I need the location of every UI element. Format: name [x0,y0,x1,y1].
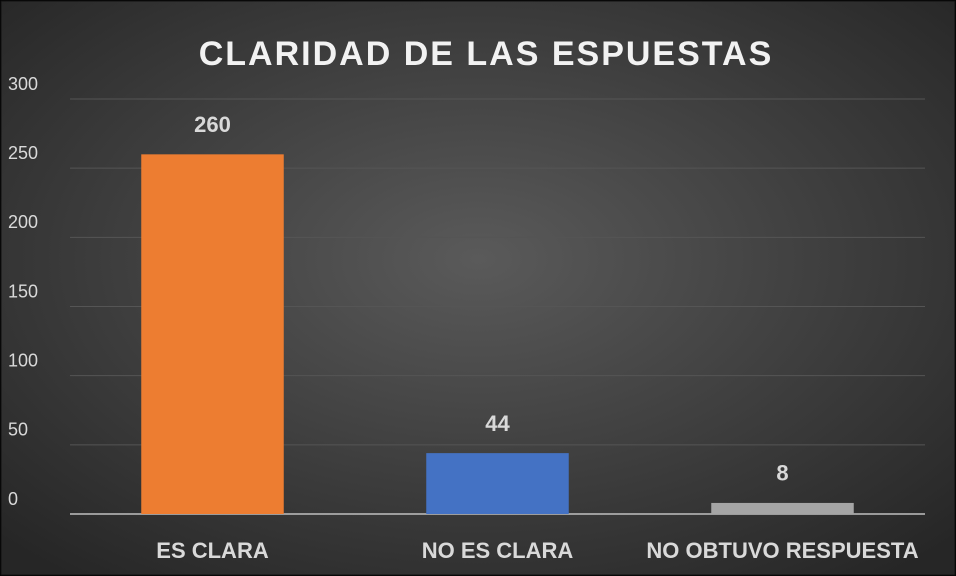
y-tick-label: 50 [8,420,28,440]
chart-title: CLARIDAD DE LAS ESPUESTAS [199,35,774,73]
x-tick-label: NO ES CLARA [422,538,574,563]
x-tick-label: NO OBTUVO RESPUESTA [646,538,918,563]
data-label: 44 [485,411,510,436]
y-tick-label: 100 [8,350,38,370]
bar [141,154,284,515]
y-tick-label: 150 [8,281,38,301]
x-tick-label: ES CLARA [156,538,269,563]
y-tick-label: 0 [8,489,18,509]
y-tick-label: 200 [8,212,38,232]
y-tick-label: 250 [8,143,38,163]
data-label: 260 [194,112,231,137]
bar [426,453,569,514]
bar [711,502,854,514]
data-label: 8 [776,461,788,486]
y-tick-label: 300 [8,74,38,94]
